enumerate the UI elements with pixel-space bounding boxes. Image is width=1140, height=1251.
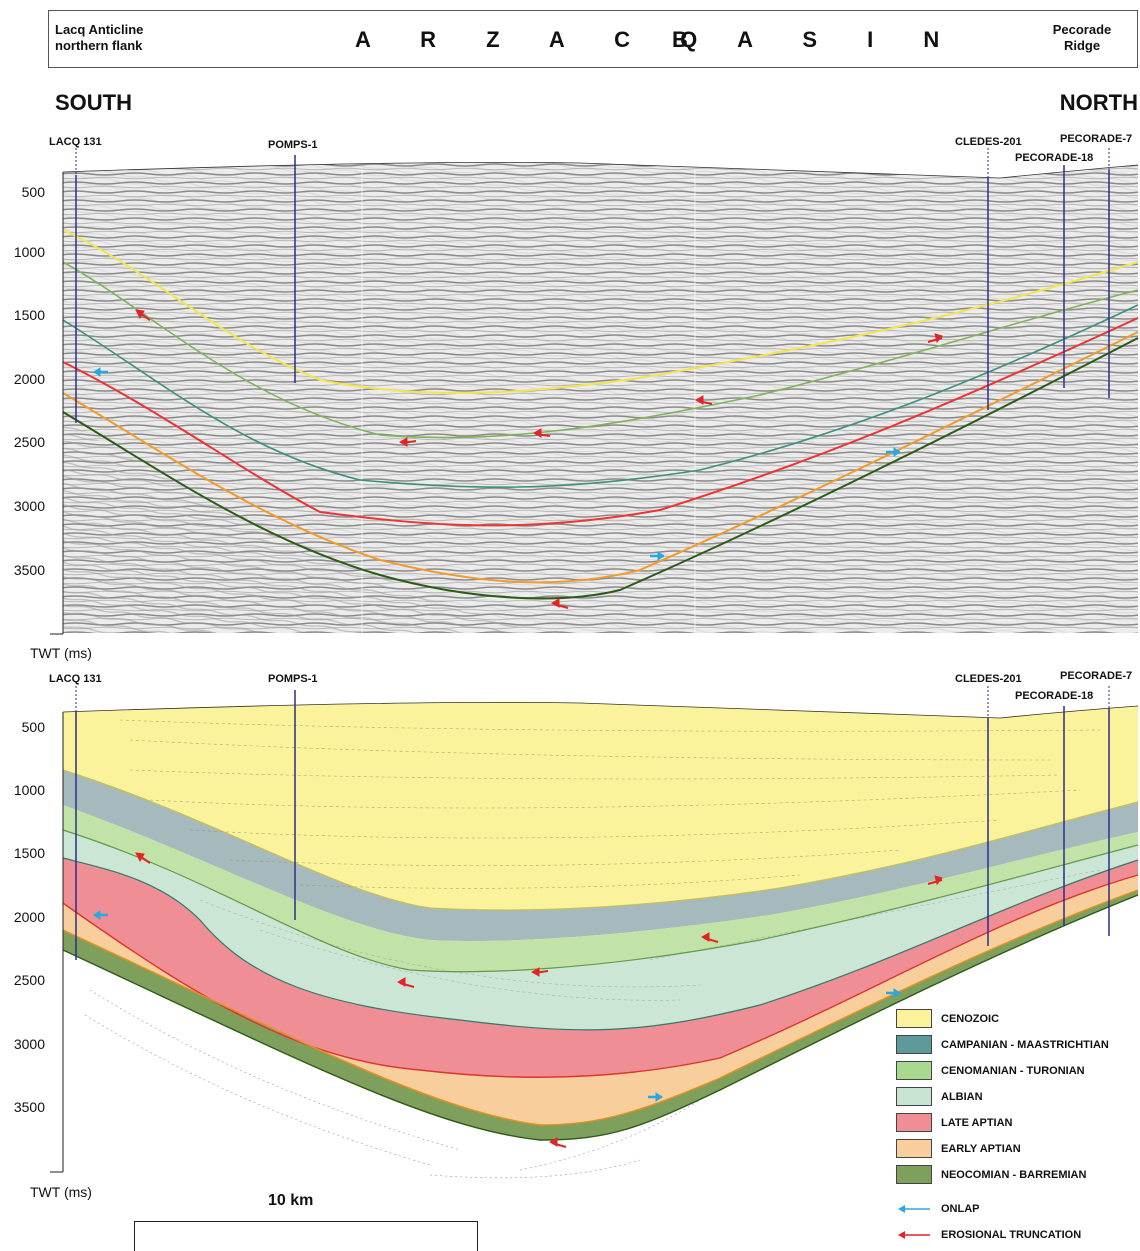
well-label-pecorade7-bottom: PECORADE-7 (1060, 670, 1133, 682)
onlap-arrow-icon (898, 1204, 930, 1213)
axis-tick: 500 (21, 184, 45, 200)
axis-label-top: TWT (ms) (30, 645, 92, 661)
axis-tick: 1500 (13, 307, 45, 323)
well-label-lacq-bottom: LACQ 131 (49, 673, 102, 685)
header-left-line2: northern flank (55, 38, 143, 53)
axis-tick: 1500 (13, 845, 45, 861)
onlap-arrow-icon (93, 367, 901, 561)
header-box (48, 10, 1138, 68)
axis-tick: 3000 (13, 1036, 45, 1052)
well-label-pomps-top: POMPS-1 (268, 139, 318, 151)
legend-swatch (896, 1061, 932, 1080)
legend-label: NEOCOMIAN - BARREMIAN (941, 1168, 1087, 1181)
legend-label: EROSIONAL TRUNCATION (941, 1228, 1082, 1241)
basin-title-part1: A R Z A C Q (355, 27, 720, 52)
legend-item-onlap: ONLAP (896, 1198, 980, 1219)
well-label-cledes-top: CLEDES-201 (955, 136, 1022, 148)
axis-tick: 2000 (13, 909, 45, 925)
axis-tick: 1000 (13, 782, 45, 798)
well-label-lacq-top: LACQ 131 (49, 136, 102, 148)
well-label-cledes-bottom: CLEDES-201 (955, 673, 1022, 685)
header-right-line2: Ridge (1063, 38, 1101, 53)
legend-label: CAMPANIAN - MAASTRICHTIAN (941, 1038, 1109, 1051)
legend-label: CENOZOIC (941, 1012, 1000, 1025)
direction-south: SOUTH (55, 90, 132, 115)
legend-item-early-aptian: EARLY APTIAN (896, 1138, 1021, 1159)
legend-label: ONLAP (941, 1202, 980, 1215)
legend-item-cenozoic: CENOZOIC (896, 1008, 999, 1029)
header-right-label: Pecorade Ridge (1042, 22, 1122, 54)
axis-tick: 2500 (13, 972, 45, 988)
legend-item-late-aptian: LATE APTIAN (896, 1112, 1013, 1133)
seismic-panel (50, 148, 1139, 635)
scale-label: 10 km (268, 1192, 314, 1209)
truncation-arrow-icon (135, 309, 943, 609)
interpreted-section (50, 686, 1139, 1179)
legend-label: CENOMANIAN - TURONIAN (941, 1064, 1085, 1077)
legend-item-neocomian: NEOCOMIAN - BARREMIAN (896, 1164, 1086, 1185)
legend-label: LATE APTIAN (941, 1116, 1013, 1129)
header-left-label: Lacq Anticline northern flank (55, 22, 195, 54)
axis-tick: 2500 (13, 434, 45, 450)
header-left-line1: Lacq Anticline (55, 22, 144, 37)
legend-swatch (896, 1139, 932, 1158)
legend-swatch (896, 1009, 932, 1028)
legend-swatch (896, 1165, 932, 1184)
basin-title-part2: B A S I N (672, 27, 962, 52)
well-label-pecorade7-top: PECORADE-7 (1060, 133, 1133, 145)
legend-item-cenomanian: CENOMANIAN - TURONIAN (896, 1060, 1085, 1081)
legend-label: EARLY APTIAN (941, 1142, 1021, 1155)
legend-label: ALBIAN (941, 1090, 983, 1103)
axis-tick: 3500 (13, 562, 45, 578)
axis-tick: 2000 (13, 371, 45, 387)
truncation-arrow-icon (135, 852, 943, 1148)
legend-item-truncation: EROSIONAL TRUNCATION (896, 1224, 1081, 1245)
axis-tick: 1000 (13, 244, 45, 260)
onlap-arrow-icon (93, 910, 901, 1102)
truncation-arrow-icon (898, 1230, 930, 1239)
well-label-pecorade18-top: PECORADE-18 (1015, 152, 1094, 164)
well-label-pecorade18-bottom: PECORADE-18 (1015, 690, 1094, 702)
legend-swatch (896, 1113, 932, 1132)
axis-tick: 500 (21, 719, 45, 735)
legend-swatch (896, 1087, 932, 1106)
legend-swatch (896, 1035, 932, 1054)
well-label-pomps-bottom: POMPS-1 (268, 673, 318, 685)
legend-item-albian: ALBIAN (896, 1086, 983, 1107)
axis-tick: 3000 (13, 498, 45, 514)
axis-tick: 3500 (13, 1099, 45, 1115)
header-right-line1: Pecorade (1052, 22, 1112, 37)
axis-label-bottom: TWT (ms) (30, 1184, 92, 1200)
legend-item-campanian: CAMPANIAN - MAASTRICHTIAN (896, 1034, 1109, 1055)
scale-bar (134, 1221, 478, 1251)
direction-north: NORTH (1059, 90, 1138, 115)
